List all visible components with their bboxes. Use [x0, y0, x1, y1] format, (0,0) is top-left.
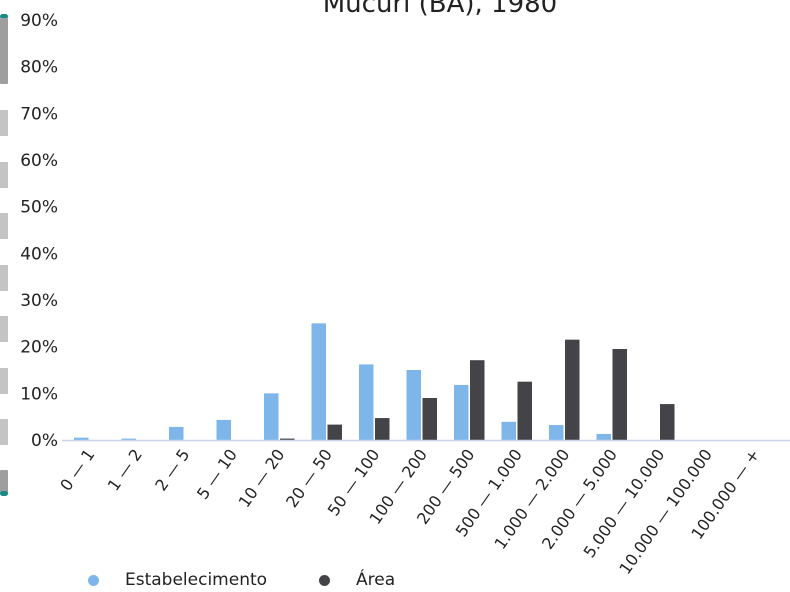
- scroll-track-segment: [0, 110, 8, 136]
- x-tick-label: 5 — 10: [193, 445, 241, 502]
- legend-label: Área: [356, 570, 396, 590]
- legend-label: Estabelecimento: [125, 570, 268, 590]
- chart-title: Mucuri (BA), 1980: [323, 0, 557, 19]
- bar-area[interactable]: [517, 381, 533, 440]
- bar-area[interactable]: [470, 360, 485, 440]
- bar-area[interactable]: [565, 339, 580, 440]
- x-tick-label: 0 — 1: [56, 445, 98, 494]
- bar-estabelecimento[interactable]: [169, 426, 184, 440]
- bar-estabelecimento[interactable]: [549, 425, 564, 440]
- legend: Estabelecimento Área: [88, 568, 447, 592]
- y-axis: 0% 10% 20% 30% 40% 50% 60% 70% 80% 90%: [20, 11, 58, 451]
- x-tick-label: 1 — 2: [104, 445, 146, 494]
- y-tick-label: 10%: [20, 384, 58, 404]
- legend-marker: [88, 574, 99, 586]
- scroll-track-segment: [0, 213, 8, 239]
- y-tick-label: 70%: [20, 104, 58, 124]
- y-tick-label: 50%: [20, 198, 58, 218]
- side-scroll-strip[interactable]: [0, 14, 8, 498]
- bar-estabelecimento[interactable]: [596, 433, 612, 440]
- bar-area[interactable]: [280, 438, 295, 440]
- bar-estabelecimento[interactable]: [406, 370, 422, 440]
- y-tick-label: 40%: [20, 244, 58, 264]
- bar-estabelecimento[interactable]: [121, 438, 137, 440]
- scroll-track-segment: [0, 368, 8, 394]
- bar-estabelecimento[interactable]: [454, 384, 469, 440]
- scroll-thumb-bottom[interactable]: [0, 470, 8, 494]
- y-tick-label: 60%: [20, 151, 58, 171]
- y-tick-label: 20%: [20, 338, 58, 358]
- bar-estabelecimento[interactable]: [359, 364, 374, 440]
- legend-item-area[interactable]: Área: [319, 570, 395, 590]
- bar-area[interactable]: [375, 418, 390, 440]
- scroll-track-segment: [0, 419, 8, 445]
- y-tick-label: 0%: [31, 431, 58, 451]
- bar-estabelecimento[interactable]: [311, 323, 327, 440]
- legend-marker: [319, 574, 331, 586]
- x-tick-label: 2 — 5: [151, 445, 193, 494]
- scroll-cap-top: [0, 14, 8, 19]
- bars: [74, 323, 675, 440]
- y-tick-label: 80%: [20, 58, 58, 78]
- bar-area[interactable]: [422, 398, 438, 440]
- scroll-track-segment: [0, 316, 8, 342]
- x-tick-label: 10 — 20: [235, 445, 289, 511]
- bar-area[interactable]: [660, 404, 675, 440]
- bar-estabelecimento[interactable]: [264, 393, 279, 440]
- y-tick-label: 30%: [20, 291, 58, 311]
- bar-area[interactable]: [327, 424, 343, 440]
- bar-estabelecimento[interactable]: [501, 421, 517, 440]
- scroll-track-segment: [0, 265, 8, 291]
- bar-area[interactable]: [612, 349, 628, 440]
- legend-item-estabelecimento[interactable]: Estabelecimento: [88, 570, 267, 590]
- bar-estabelecimento[interactable]: [216, 419, 232, 440]
- y-tick-label: 90%: [20, 11, 58, 31]
- scroll-track-segment: [0, 162, 8, 188]
- bar-estabelecimento[interactable]: [74, 437, 89, 440]
- scroll-cap-bottom: [0, 491, 8, 496]
- scroll-thumb[interactable]: [0, 18, 8, 84]
